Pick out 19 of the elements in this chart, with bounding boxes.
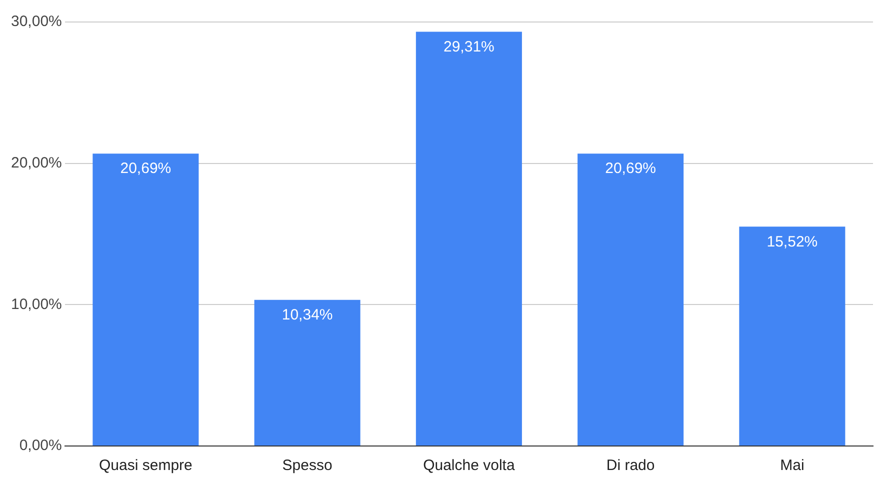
bar: [92, 154, 199, 446]
x-tick-label: Spesso: [282, 457, 332, 474]
bar: [578, 154, 684, 446]
bar: [739, 226, 846, 446]
x-tick-label: Qualche volta: [423, 457, 516, 474]
y-tick-label: 10,00%: [11, 296, 62, 313]
y-tick-label: 30,00%: [11, 13, 62, 30]
y-tick-label: 20,00%: [11, 154, 62, 172]
data-label: 15,52%: [766, 233, 818, 250]
data-label: 20,69%: [120, 160, 172, 178]
data-label: 10,34%: [282, 306, 333, 324]
bar: [416, 32, 522, 446]
y-tick-label: 0,00%: [19, 437, 62, 454]
bar: [254, 300, 360, 446]
x-tick-label: Quasi sempre: [99, 457, 192, 474]
data-label: 20,69%: [605, 160, 656, 178]
x-tick-label: Di rado: [606, 457, 655, 474]
data-label: 29,31%: [444, 38, 494, 56]
x-tick-label: Mai: [780, 457, 804, 474]
